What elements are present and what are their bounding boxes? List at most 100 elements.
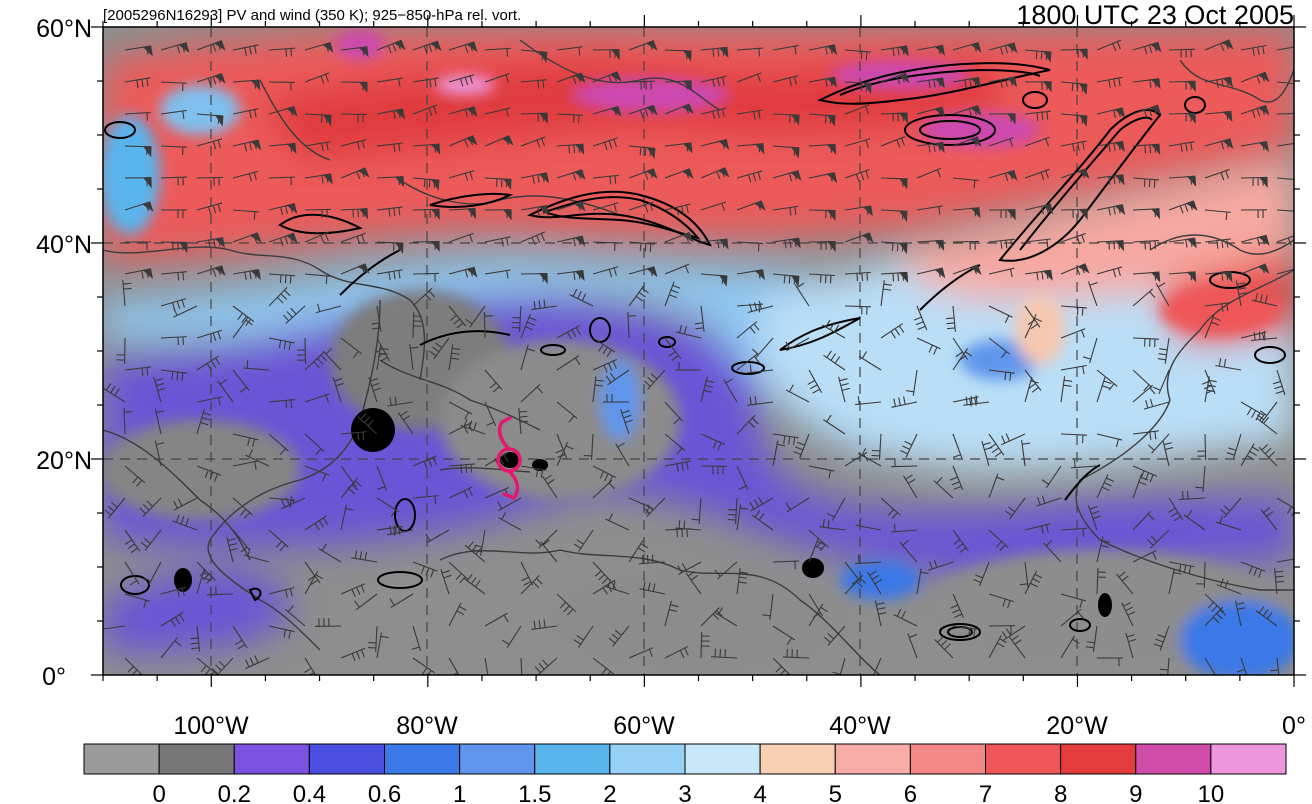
wind-barb-feather bbox=[357, 432, 360, 441]
wind-barb-feather bbox=[538, 662, 545, 670]
wind-barb-feather bbox=[388, 271, 391, 281]
wind-barb-feather bbox=[749, 396, 752, 405]
wind-barb-feather bbox=[1112, 269, 1117, 278]
wind-barb-feather bbox=[503, 454, 509, 463]
wind-barb-feather bbox=[896, 243, 899, 252]
wind-barb-shaft bbox=[858, 452, 882, 467]
wind-barb-shaft bbox=[520, 344, 529, 371]
wind-barb-feather bbox=[156, 442, 165, 446]
wind-barb-feather bbox=[1286, 506, 1293, 514]
wind-barb-feather bbox=[456, 610, 465, 616]
wind-barb-feather bbox=[753, 302, 758, 311]
wind-barb-shaft bbox=[1096, 536, 1104, 563]
wind-barb-shaft bbox=[664, 337, 682, 360]
wind-barb-feather bbox=[1143, 109, 1148, 118]
wind-barb-feather bbox=[598, 344, 604, 352]
wind-barb-feather bbox=[434, 144, 437, 153]
wind-barb-feather bbox=[1108, 207, 1111, 216]
wind-barb-feather bbox=[1148, 108, 1153, 117]
wind-barb-feather bbox=[1253, 332, 1256, 341]
wind-barb-feather bbox=[571, 329, 577, 338]
wind-barb-feather bbox=[1118, 571, 1126, 578]
wind-barb-feather bbox=[132, 476, 139, 484]
wind-barb-shaft bbox=[592, 561, 612, 582]
wind-barb-feather bbox=[283, 289, 291, 297]
wind-barb-feather bbox=[227, 538, 236, 542]
wind-barb-feather bbox=[1009, 372, 1012, 381]
wind-barb-feather bbox=[1010, 77, 1013, 86]
wind-barb-feather bbox=[1113, 78, 1116, 88]
wind-barb-feather bbox=[788, 173, 793, 182]
wind-barb-feather bbox=[641, 555, 644, 564]
wind-barb-shaft bbox=[1132, 510, 1152, 531]
wind-barb-feather bbox=[156, 410, 165, 414]
wind-barb-feather bbox=[1225, 170, 1229, 179]
wind-barb-shaft bbox=[1132, 465, 1158, 477]
wind-barb-shaft bbox=[1276, 657, 1280, 675]
wind-barb-feather bbox=[544, 474, 552, 481]
wind-barb-feather bbox=[173, 500, 178, 509]
wind-barb-feather bbox=[241, 315, 248, 324]
wind-barb-feather bbox=[861, 447, 867, 456]
wind-barb-feather bbox=[794, 206, 797, 215]
wind-barb-feather bbox=[613, 107, 617, 116]
wind-barb-feather bbox=[1299, 143, 1300, 151]
wind-barb-feather bbox=[577, 202, 581, 211]
wind-barb-feather bbox=[245, 319, 253, 326]
wind-barb-feather bbox=[176, 589, 181, 598]
wind-barb-feather bbox=[290, 399, 293, 409]
wind-barb-feather bbox=[1272, 380, 1281, 385]
wind-barb-feather bbox=[180, 516, 185, 525]
wind-barb-feather bbox=[217, 115, 220, 124]
wind-barb-feather bbox=[686, 461, 689, 470]
wind-barb-shaft bbox=[988, 337, 1010, 355]
wind-barb-shaft bbox=[542, 476, 558, 499]
wind-barb-feather bbox=[809, 384, 818, 390]
wind-barb-feather bbox=[533, 300, 536, 310]
wind-barb-shaft bbox=[736, 414, 756, 435]
wind-barb-shaft bbox=[484, 369, 503, 390]
wind-barb-feather bbox=[171, 371, 174, 380]
wind-barb-feather bbox=[933, 346, 938, 355]
wind-barb-feather bbox=[614, 629, 622, 636]
wind-barb-feather bbox=[1248, 566, 1253, 575]
wind-barb-feather bbox=[441, 570, 450, 574]
wind-barb-shaft bbox=[700, 376, 708, 403]
lon-label-60w: 60°W bbox=[613, 712, 675, 740]
wind-barb-feather bbox=[356, 236, 361, 245]
wind-barb-feather bbox=[228, 543, 237, 547]
wind-barb-feather bbox=[373, 387, 382, 392]
wind-barb-shaft bbox=[448, 74, 475, 83]
wind-barb-feather bbox=[819, 544, 826, 552]
wind-barb-shaft bbox=[376, 337, 390, 362]
wind-barb-feather bbox=[170, 619, 176, 627]
wind-barb-feather bbox=[1271, 680, 1279, 681]
wind-barb-feather bbox=[952, 609, 961, 614]
wind-barb-shaft bbox=[675, 527, 702, 531]
wind-barb-feather bbox=[1220, 43, 1225, 52]
wind-barb-feather bbox=[608, 140, 613, 149]
wind-barb-feather bbox=[428, 290, 436, 298]
wind-barb-feather bbox=[432, 346, 440, 353]
wind-barb-shaft bbox=[433, 337, 450, 360]
wind-barb-feather bbox=[282, 314, 290, 322]
wind-barb-shaft bbox=[592, 579, 616, 595]
wind-barb-shaft bbox=[891, 401, 918, 408]
wind-barb-feather bbox=[893, 523, 896, 532]
wind-barb-feather bbox=[1041, 112, 1044, 121]
wind-barb-shaft bbox=[577, 625, 594, 648]
wind-barb-feather bbox=[537, 80, 540, 89]
wind-barb-feather bbox=[110, 385, 116, 394]
wind-barb-feather bbox=[536, 577, 543, 585]
wind-barb-feather bbox=[890, 331, 896, 339]
wind-barb-feather bbox=[621, 410, 630, 414]
wind-barb-feather bbox=[1189, 202, 1193, 211]
lat-label-40n: 40°N bbox=[36, 231, 92, 259]
wind-barb-feather bbox=[1148, 44, 1153, 54]
wind-barb-feather bbox=[214, 473, 219, 482]
wind-barb-feather bbox=[1113, 206, 1116, 215]
wind-barb-feather bbox=[176, 301, 181, 310]
wind-barb-feather bbox=[218, 238, 221, 247]
wind-barb-feather bbox=[984, 446, 993, 451]
wind-barb-shaft bbox=[484, 612, 508, 627]
